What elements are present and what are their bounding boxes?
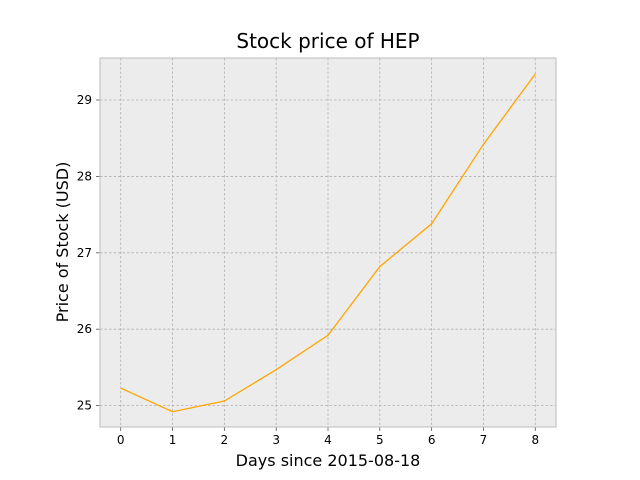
y-tick-label: 25 xyxy=(77,399,92,413)
x-tick-label: 2 xyxy=(221,433,229,447)
x-axis-ticks: 0 1 2 3 4 5 6 7 8 xyxy=(117,427,539,447)
x-axis-label: Days since 2015-08-18 xyxy=(236,451,421,470)
x-tick-label: 7 xyxy=(480,433,488,447)
x-tick-label: 5 xyxy=(376,433,384,447)
x-tick-label: 4 xyxy=(324,433,332,447)
y-axis-ticks: 25 26 27 28 29 xyxy=(77,93,100,413)
y-tick-label: 26 xyxy=(77,322,92,336)
series-line xyxy=(120,73,536,413)
grid-lines xyxy=(100,58,556,427)
y-tick-label: 28 xyxy=(77,169,92,183)
plot-frame xyxy=(99,57,557,428)
y-tick-label: 29 xyxy=(77,93,92,107)
x-tick-label: 0 xyxy=(117,433,125,447)
x-tick-label: 6 xyxy=(428,433,436,447)
x-tick-label: 8 xyxy=(531,433,539,447)
x-tick-label: 1 xyxy=(169,433,177,447)
y-tick-label: 27 xyxy=(77,246,92,260)
x-tick-label: 3 xyxy=(272,433,280,447)
chart-title: Stock price of HEP xyxy=(236,29,419,53)
y-axis-label: Price of Stock (USD) xyxy=(53,162,72,323)
